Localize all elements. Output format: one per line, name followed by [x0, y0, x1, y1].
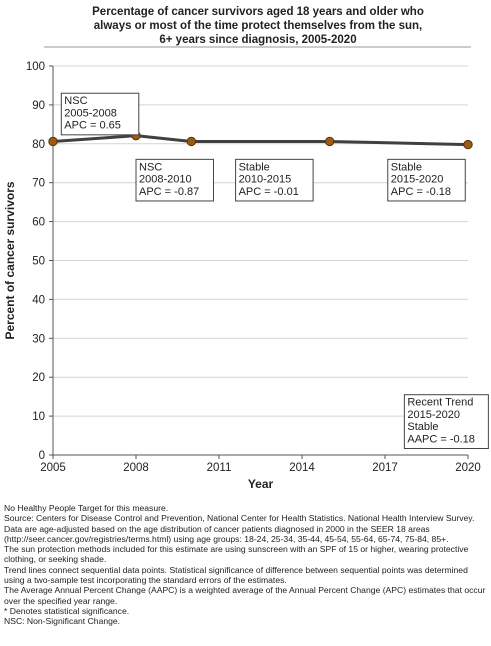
- y-tick-label: 30: [32, 333, 45, 345]
- annotation-border: [135, 158, 214, 202]
- annotation-line: 2010-2015: [239, 174, 292, 186]
- annotation-line: Stable: [391, 161, 422, 173]
- annotation-line: AAPC = -0.18: [407, 433, 475, 445]
- footnote: * Denotes statistical significance.: [4, 605, 130, 616]
- annotation-line: Stable: [239, 161, 270, 173]
- annotation-line: Recent Trend: [407, 397, 473, 409]
- x-tick-labels: 2005 2008 2011 2014 2017 2020: [40, 455, 481, 474]
- footnote: No Healthy People Target for this measur…: [4, 503, 169, 513]
- footnote: The sun protection methods included for …: [4, 544, 469, 565]
- x-tick-label: 2005: [40, 462, 66, 474]
- y-tick-labels: 0 10 20 30 40 50 60 70 80 90 100: [26, 61, 45, 462]
- annotation-line: APC = -0.01: [239, 186, 299, 198]
- annotation-line: NSC: [64, 95, 87, 107]
- axes: [52, 66, 468, 456]
- chart-title-line: always or most of the time protect thems…: [94, 20, 422, 32]
- annotation-line: 2015-2020: [391, 174, 444, 186]
- annotation-line: APC = -0.87: [139, 186, 199, 198]
- footnote: Source: Centers for Disease Control and …: [4, 513, 475, 524]
- annotation-border: [403, 394, 489, 450]
- series: [48, 130, 473, 150]
- y-tick-label: 60: [32, 217, 45, 229]
- annotation-line: APC = -0.18: [391, 186, 451, 198]
- annotation-border: [235, 158, 314, 202]
- series-line: [52, 134, 469, 147]
- footnote: Trend lines connect sequential data poin…: [4, 564, 468, 586]
- x-tick-label: 2008: [123, 462, 149, 474]
- data-point: [463, 139, 473, 150]
- y-tick-label: 100: [26, 61, 45, 73]
- x-tick-label: 2014: [289, 462, 315, 474]
- y-tick-label: 10: [32, 411, 45, 423]
- data-point: [186, 136, 197, 147]
- annotation-line: 2008-2010: [139, 174, 192, 186]
- y-tick-label: 50: [32, 256, 45, 268]
- chart-title-line: 6+ years since diagnosis, 2005-2020: [159, 34, 356, 46]
- footnote: Data are age-adjusted based on the age d…: [4, 523, 449, 544]
- x-tick-label: 2011: [207, 462, 232, 474]
- y-tick-label: 80: [32, 139, 45, 151]
- y-tick-label: 20: [32, 372, 45, 384]
- footnotes: No Healthy People Target for this measur…: [4, 503, 488, 627]
- annotation-line: NSC: [139, 161, 162, 173]
- y-tick-label: 70: [32, 178, 45, 190]
- footnote: The Average Annual Percent Change (AAPC)…: [4, 585, 486, 606]
- y-tick-label: 40: [32, 294, 45, 306]
- annotation-line: 2005-2008: [64, 107, 117, 119]
- x-axis-label: Year: [248, 477, 274, 491]
- data-point: [324, 136, 335, 147]
- x-tick-label: 2017: [372, 462, 398, 474]
- annotation-line: APC = 0.65: [64, 120, 121, 132]
- y-tick-label: 0: [39, 450, 45, 462]
- annotation-line: Stable: [407, 421, 438, 433]
- footnote: NSC: Non-Significant Change.: [4, 616, 121, 627]
- chart-title: Percentage of cancer survivors aged 18 y…: [92, 6, 424, 46]
- y-tick-label: 90: [32, 100, 45, 112]
- line-chart: Percentage of cancer survivors aged 18 y…: [3, 6, 489, 491]
- x-tick-label: 2020: [455, 462, 481, 474]
- data-point: [48, 136, 58, 147]
- y-axis-label: Percent of cancer survivors: [3, 181, 17, 339]
- annotation-border: [60, 92, 140, 136]
- annotation-line: 2015-2020: [407, 409, 460, 421]
- annotation-border: [387, 158, 466, 202]
- chart-title-line: Percentage of cancer survivors aged 18 y…: [92, 6, 424, 18]
